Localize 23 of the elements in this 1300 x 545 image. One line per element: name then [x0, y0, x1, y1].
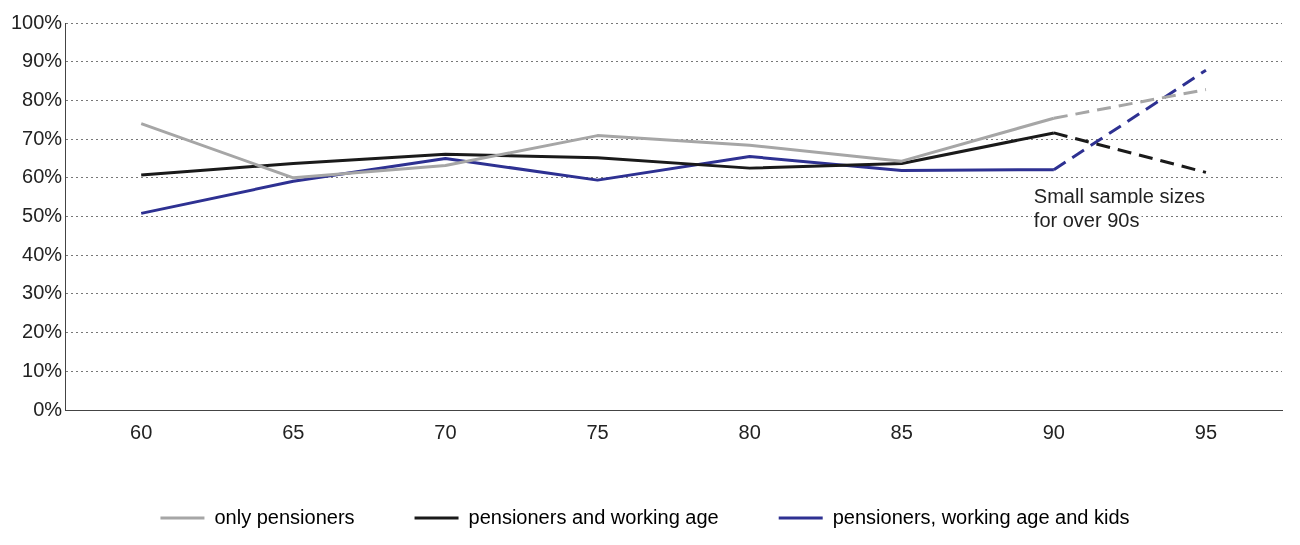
y-tick-label: 60% — [22, 165, 63, 188]
x-tick-label: 70 — [434, 420, 457, 443]
x-tick-label: 95 — [1194, 420, 1218, 443]
y-tick-label: 50% — [22, 204, 63, 227]
x-tick-label: 65 — [282, 420, 305, 443]
y-tick-label: 30% — [22, 281, 63, 304]
y-tick-label: 10% — [22, 358, 63, 381]
y-tick-label: 20% — [22, 320, 63, 343]
x-tick-label: 75 — [586, 420, 609, 443]
y-tick-label: 0% — [33, 397, 63, 420]
y-tick-label: 70% — [22, 126, 63, 149]
legend-label: pensioners, working age and kids — [832, 505, 1130, 528]
legend-label: only pensioners — [214, 505, 355, 528]
x-tick-label: 90 — [1042, 420, 1065, 443]
annotation: Small sample sizes for over 90s — [1033, 184, 1206, 231]
x-tick-label: 80 — [738, 420, 761, 443]
y-tick-label: 40% — [22, 242, 63, 265]
y-tick-label: 100% — [11, 10, 63, 33]
y-tick-label: 90% — [22, 49, 63, 72]
x-tick-label: 85 — [890, 420, 913, 443]
y-tick-label: 80% — [22, 87, 63, 110]
legend-label: pensioners and working age — [468, 505, 719, 528]
x-tick-label: 60 — [130, 420, 153, 443]
